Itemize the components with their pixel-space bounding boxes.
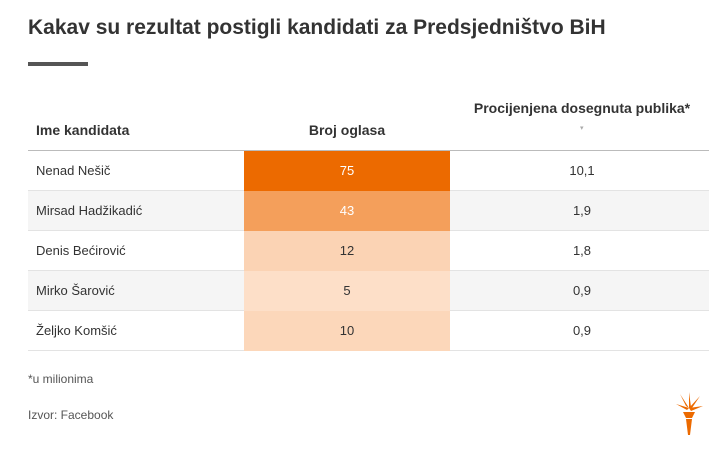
table-row: Željko Komšić 10 0,9 <box>28 311 709 351</box>
source-note: Izvor: Facebook <box>28 408 114 422</box>
title-underline <box>28 62 88 66</box>
table-row: Mirko Šarović 5 0,9 <box>28 271 709 311</box>
audience-value: 0,9 <box>572 323 592 338</box>
column-header-audience[interactable]: Procijenjena dosegnuta publika* <box>473 100 691 116</box>
candidate-name: Denis Bećirović <box>36 243 126 258</box>
sort-indicator-icon[interactable]: ▾ <box>580 125 584 132</box>
ads-heat-cell: 5 <box>244 271 450 311</box>
audience-value: 1,9 <box>572 203 592 218</box>
table-body: Nenad Nešič 75 10,1 Mirsad Hadžikadić 43 1,9 D… <box>28 151 709 351</box>
candidate-name: Nenad Nešič <box>36 163 111 178</box>
audience-value: 10,1 <box>569 163 595 178</box>
column-header-name[interactable]: Ime kandidata <box>36 122 130 138</box>
header-divider <box>28 150 709 151</box>
candidate-name: Mirko Šarović <box>36 283 115 298</box>
footnote: *u milionima <box>28 372 94 386</box>
candidate-name: Željko Komšić <box>36 323 117 338</box>
ads-heat-cell: 75 <box>244 151 450 191</box>
table-row: Denis Bećirović 12 1,8 <box>28 231 709 271</box>
audience-value: 0,9 <box>572 283 592 298</box>
column-header-ads[interactable]: Broj oglasa <box>308 122 386 138</box>
ads-heat-cell: 12 <box>244 231 450 271</box>
rferl-logo-icon <box>676 392 703 435</box>
table-row: Mirsad Hadžikadić 43 1,9 <box>28 191 709 231</box>
ads-heat-cell: 10 <box>244 311 450 351</box>
chart-title: Kakav su rezultat postigli kandidati za … <box>28 16 606 39</box>
table-row: Nenad Nešič 75 10,1 <box>28 151 709 191</box>
candidate-name: Mirsad Hadžikadić <box>36 203 143 218</box>
ads-heat-cell: 43 <box>244 191 450 231</box>
audience-value: 1,8 <box>572 243 592 258</box>
